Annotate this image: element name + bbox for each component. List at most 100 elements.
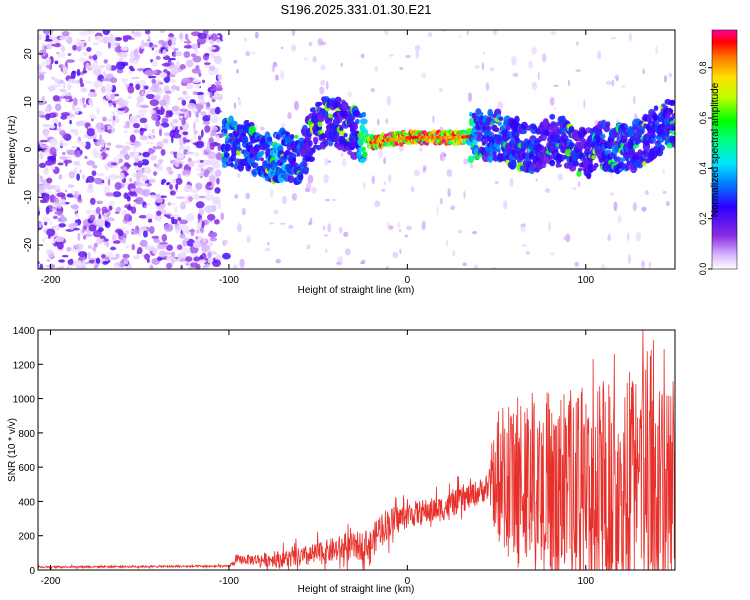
spectrogram-cell: [86, 160, 95, 166]
spectrogram-cell: [122, 35, 132, 40]
spectrogram-cell: [99, 238, 105, 242]
spectrogram-cell: [175, 228, 179, 235]
spectrogram-cell: [223, 152, 230, 158]
spectrogram-cell: [115, 144, 124, 149]
spectrogram-cell: [593, 162, 599, 168]
spectrogram-cell: [176, 60, 180, 69]
spectrogram-cell: [62, 95, 73, 99]
spectrogram-cell: [75, 150, 81, 158]
spectrogram-cell: [399, 248, 402, 254]
spectrogram-cell: [671, 137, 675, 144]
spectrogram-cell: [171, 258, 174, 267]
spectrogram-cell: [208, 241, 213, 247]
spectrogram-cell: [101, 78, 111, 82]
spectrogram-cell: [161, 63, 171, 67]
spectrogram-cell: [125, 164, 132, 168]
spectrogram-cell: [320, 79, 326, 86]
spectrogram-cell: [136, 250, 140, 255]
chart-title: S196.2025.331.01.30.E21: [280, 2, 431, 17]
spectrogram-cell: [59, 156, 68, 160]
spectrogram-cell: [80, 87, 88, 93]
spectrogram-cell: [149, 225, 155, 234]
spectrogram-cell: [169, 213, 174, 218]
spectrogram-cell: [202, 159, 213, 166]
spectrogram-cell: [497, 121, 503, 126]
spectrogram-cell: [167, 255, 170, 263]
colorbar-tick-label: 0.8: [698, 61, 708, 74]
spectrogram-cell: [116, 206, 122, 213]
spectrogram-cell: [233, 59, 238, 64]
spectrogram-cell: [151, 78, 157, 84]
spectrogram-cell: [624, 124, 628, 128]
spectrogram-cell: [210, 87, 217, 91]
spectrogram-cell: [183, 51, 191, 59]
spectrogram-xtick-label: -200: [40, 275, 60, 286]
spectrogram-cell: [38, 162, 47, 169]
spectrogram-cell: [101, 254, 106, 259]
spectrogram-cell: [280, 222, 286, 225]
spectrogram-cell: [655, 46, 659, 55]
spectrogram-cell: [38, 173, 41, 179]
spectrogram-cell: [179, 145, 186, 151]
spectrogram-cell: [446, 169, 453, 177]
spectrogram-cell: [100, 85, 106, 94]
spectrogram-cell: [192, 91, 198, 95]
spectrogram-cell: [135, 196, 144, 205]
spectrogram-cell: [317, 38, 324, 46]
spectrogram-cell: [200, 167, 205, 173]
spectrogram-cell: [574, 261, 580, 267]
spectrogram-cell: [168, 33, 175, 38]
spectrogram-cell: [107, 41, 111, 49]
spectrogram-cell: [563, 135, 569, 140]
spectrogram-cell: [56, 266, 64, 269]
spectrogram-cell: [197, 135, 202, 141]
spectrogram-cell: [140, 89, 145, 97]
spectrogram-cell: [557, 163, 562, 168]
spectrogram-cell: [230, 162, 234, 168]
spectrogram-cell: [39, 222, 42, 228]
spectrogram-cell: [665, 200, 670, 207]
spectrogram-cell: [195, 111, 199, 119]
spectrogram-cell: [181, 99, 187, 106]
spectrogram-cell: [128, 190, 137, 196]
spectrogram-cell: [132, 59, 139, 65]
spectrogram-cell: [90, 62, 99, 71]
spectrogram-cell: [70, 70, 76, 80]
spectrogram-cell: [87, 251, 91, 260]
spectrogram-cell: [215, 38, 221, 44]
spectrogram-cell: [53, 242, 58, 247]
spectrogram-cell: [156, 210, 162, 216]
spectrogram-cell: [139, 117, 148, 124]
spectrogram-cell: [198, 207, 205, 216]
spectrogram-cell: [129, 152, 135, 156]
spectrogram-cell: [531, 47, 537, 55]
spectrogram-cell: [359, 118, 368, 125]
spectrogram-cell: [220, 212, 225, 221]
spectrogram-cell: [131, 243, 136, 251]
spectrogram-cell: [662, 168, 665, 174]
spectrogram-cell: [280, 122, 286, 128]
spectrogram-cell: [268, 222, 275, 225]
spectrogram-cell: [320, 133, 327, 139]
spectrogram-cell: [99, 139, 105, 145]
spectrogram-cell: [206, 46, 216, 50]
spectrogram-cell: [144, 253, 151, 260]
spectrogram-cell: [311, 186, 317, 194]
spectrogram-cell: [189, 137, 194, 144]
spectrogram-cell: [94, 35, 104, 41]
spectrogram-cell: [362, 182, 366, 190]
spectrogram-cell: [142, 151, 151, 158]
spectrogram-cell: [191, 68, 201, 74]
spectrogram-cell: [361, 111, 367, 118]
snr-ytick-label: 600: [18, 463, 35, 474]
spectrogram-cell: [273, 209, 279, 215]
spectrogram-cell: [463, 190, 466, 199]
spectrogram-cell: [137, 109, 146, 117]
spectrogram-cell: [38, 101, 45, 106]
spectrogram-cell: [142, 188, 151, 197]
spectrogram-cell: [104, 83, 113, 92]
spectrogram-cell: [88, 114, 96, 119]
spectrogram-cell: [193, 256, 201, 262]
spectrogram-cell: [197, 32, 207, 39]
snr-xlabel: Height of straight line (km): [298, 584, 415, 595]
